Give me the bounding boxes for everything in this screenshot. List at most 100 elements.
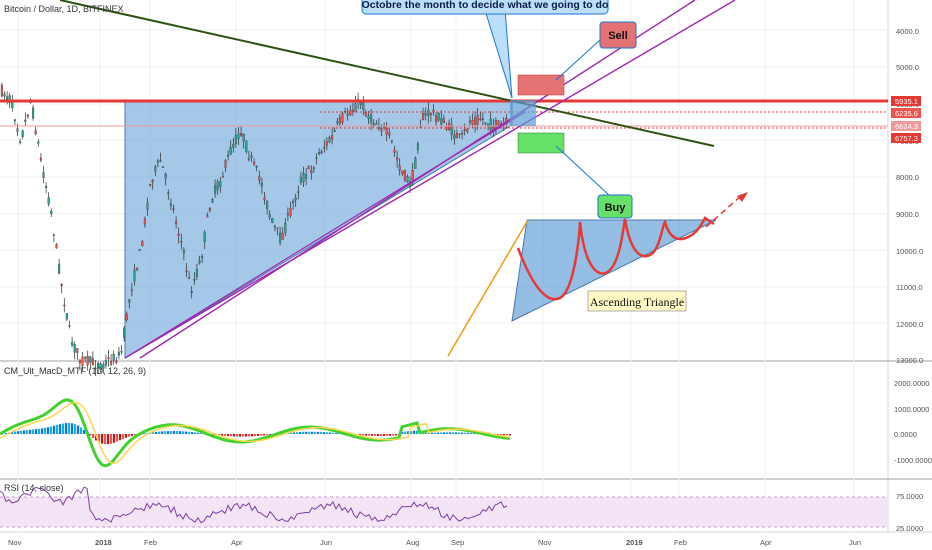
candle-body — [71, 342, 74, 346]
candle-body — [393, 149, 396, 153]
candle-body — [117, 351, 120, 356]
macd-bar — [362, 434, 365, 436]
candle-body — [149, 184, 152, 186]
macd-tick: 1000.0000 — [894, 405, 929, 414]
macd-bar — [158, 431, 161, 434]
macd-bar — [296, 432, 299, 434]
sell-label: Sell — [608, 30, 628, 42]
candle-body — [388, 132, 391, 136]
candle-body — [91, 358, 94, 366]
candle-body — [97, 363, 100, 368]
support-line-2[interactable] — [139, 0, 696, 359]
macd-bar — [122, 434, 125, 439]
macd-bar — [20, 430, 23, 434]
macd-bar — [89, 434, 92, 436]
macd-bar — [431, 432, 434, 434]
buy-callout[interactable] — [597, 194, 633, 219]
candle-body — [201, 256, 204, 258]
macd-bar — [5, 433, 8, 434]
macd-bar — [182, 431, 185, 434]
candle-body — [468, 120, 471, 123]
macd-bar — [170, 431, 173, 434]
candle-body — [193, 278, 196, 281]
macd-bar — [143, 433, 146, 435]
macd-bar — [77, 425, 80, 434]
macd-bar — [233, 434, 236, 437]
macd-bar — [461, 432, 464, 434]
time-label: Feb — [144, 538, 157, 547]
pattern-label-box — [587, 290, 687, 312]
candle-body — [372, 123, 375, 126]
buy-zone[interactable] — [517, 132, 565, 154]
candle-body — [169, 203, 172, 206]
sell-zone[interactable] — [517, 74, 565, 96]
macd-bar — [509, 434, 512, 436]
symbol-label: Bitcoin / Dollar, 1D, BITFINEX — [4, 4, 124, 14]
candle-body — [338, 116, 341, 124]
candle-body — [273, 225, 276, 228]
candle-body — [143, 218, 146, 225]
candle-body — [323, 147, 326, 149]
macd-bar — [389, 434, 392, 436]
candle-body — [396, 157, 399, 161]
support-line-3[interactable] — [124, 111, 526, 359]
candle-body — [414, 157, 417, 169]
macd-bar — [380, 434, 383, 436]
candle-body — [73, 344, 76, 353]
macd-bar — [281, 433, 284, 435]
time-label: Aug — [406, 538, 419, 547]
support-line-1[interactable] — [124, 0, 736, 359]
time-label: Jun — [849, 538, 861, 547]
macd-bar — [179, 431, 182, 434]
candle-body — [305, 174, 308, 179]
candle-body — [302, 173, 305, 182]
macd-bar — [113, 434, 116, 443]
candle-body — [299, 177, 302, 183]
macd-bar — [473, 433, 476, 435]
macd-bar — [326, 432, 329, 434]
candle-body — [245, 140, 248, 152]
time-axis[interactable]: Nov 2018 Feb Apr Jun Aug Sep Nov 2019 Fe… — [8, 538, 861, 547]
candle-body — [484, 122, 487, 124]
candle-body — [13, 119, 16, 122]
candle-body — [364, 111, 367, 117]
candle-body — [271, 218, 274, 223]
candle-body — [130, 289, 133, 292]
candle-body — [320, 151, 323, 153]
candle-body — [247, 158, 250, 160]
price-axis-panel[interactable] — [888, 0, 932, 550]
candle-body — [16, 128, 19, 132]
buy-label: Buy — [605, 202, 627, 214]
macd-bar — [452, 432, 455, 434]
candle-body — [240, 133, 243, 136]
month-callout[interactable] — [361, 0, 609, 15]
price-badge — [891, 108, 921, 118]
candle-body — [185, 270, 188, 272]
macd-bar — [263, 434, 266, 436]
macd-bar — [98, 434, 101, 443]
candle-body — [266, 200, 269, 209]
macd-bar — [53, 425, 56, 434]
macd-tick: -1000.0000 — [894, 456, 932, 465]
macd-bar — [62, 423, 65, 434]
macd-bar — [194, 432, 197, 434]
candle-body — [318, 152, 321, 154]
time-label: Feb — [674, 538, 687, 547]
macd-bar — [449, 432, 452, 434]
macd-bar — [290, 432, 293, 434]
candle-body — [102, 364, 105, 369]
candle-body — [146, 202, 149, 210]
macd-bar — [383, 434, 386, 436]
candle-body — [216, 181, 219, 190]
candle-body — [206, 215, 209, 218]
candle-body — [86, 356, 89, 366]
candle-body — [341, 113, 344, 123]
candle-body — [104, 360, 107, 366]
sell-callout[interactable] — [599, 21, 637, 49]
macd-bar — [65, 423, 68, 434]
downtrend-line[interactable] — [59, 0, 715, 147]
macd-bar — [41, 428, 44, 434]
candle-body — [260, 182, 263, 187]
macd-bar — [212, 434, 215, 435]
